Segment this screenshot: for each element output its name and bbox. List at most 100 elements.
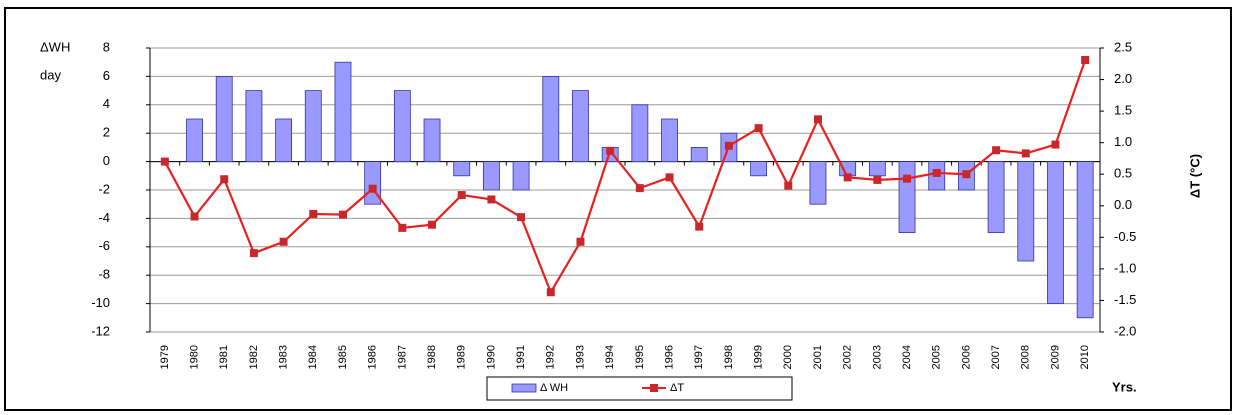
- y-tick-label: -6: [98, 238, 110, 253]
- y2-tick-label: -1.5: [1114, 292, 1136, 307]
- bar: [572, 90, 589, 162]
- bar: [304, 90, 322, 162]
- bar: [661, 118, 678, 162]
- bar: [482, 161, 500, 191]
- x-tick-label: 2010: [1079, 345, 1091, 369]
- bar: [898, 161, 916, 234]
- marker: [724, 141, 733, 150]
- marker: [843, 173, 852, 182]
- y2-tick-label: -0.5: [1114, 229, 1136, 244]
- x-tick-label: 2000: [782, 345, 794, 369]
- y2-label: ΔT (°C): [1187, 154, 1202, 198]
- marker: [546, 288, 555, 297]
- y-tick-label: 0: [103, 153, 110, 168]
- bar: [215, 76, 233, 162]
- marker: [1051, 140, 1060, 149]
- bar: [275, 118, 293, 162]
- x-label: Yrs.: [1112, 379, 1137, 394]
- x-tick-label: 2009: [1049, 345, 1061, 369]
- y2-tick-label: -2.0: [1114, 323, 1136, 338]
- marker: [576, 237, 585, 246]
- y2-tick-label: 2.0: [1114, 71, 1132, 86]
- marker: [279, 237, 288, 246]
- bar: [750, 161, 768, 177]
- bar: [512, 161, 530, 191]
- x-tick-label: 1996: [663, 345, 675, 369]
- bar: [1017, 161, 1035, 262]
- x-tick-label: 2002: [842, 345, 854, 369]
- marker: [903, 174, 912, 183]
- line: [163, 59, 1087, 295]
- y-tick-label: 6: [103, 68, 110, 83]
- y-tick-label: 4: [103, 96, 110, 111]
- y2-tick-label: 2.5: [1114, 39, 1132, 54]
- y-tick-label: -4: [98, 210, 110, 225]
- legend-swatch: [650, 384, 658, 392]
- bar: [868, 161, 886, 177]
- x-tick-label: 1994: [604, 345, 616, 369]
- bar: [423, 118, 441, 162]
- marker: [457, 191, 466, 200]
- marker: [665, 173, 674, 182]
- x-tick-label: 1985: [337, 345, 349, 369]
- marker: [813, 115, 822, 124]
- marker: [695, 222, 704, 231]
- marker: [160, 157, 169, 166]
- marker: [873, 175, 882, 184]
- bar: [690, 146, 708, 162]
- legend-label: Δ WH: [540, 382, 568, 394]
- bar: [631, 104, 649, 163]
- y2-tick-label: 0.5: [1114, 166, 1132, 181]
- marker: [784, 181, 793, 190]
- marker: [517, 213, 526, 222]
- x-tick-label: 2005: [931, 345, 943, 369]
- y2-tick-label: 0.0: [1114, 197, 1132, 212]
- x-tick-label: 2008: [1020, 345, 1032, 369]
- marker: [338, 210, 347, 219]
- x-tick-label: 1981: [218, 345, 230, 369]
- bar: [542, 76, 560, 162]
- x-tick-label: 2003: [871, 345, 883, 369]
- x-tick-label: 1986: [367, 345, 379, 369]
- y-label: day: [40, 67, 61, 82]
- marker: [932, 168, 941, 177]
- y-tick-label: -2: [98, 181, 110, 196]
- marker: [962, 170, 971, 179]
- marker: [1021, 149, 1030, 158]
- y-tick-label: -12: [91, 323, 110, 338]
- bar: [334, 61, 352, 163]
- x-tick-label: 2001: [812, 345, 824, 369]
- bar: [453, 161, 471, 177]
- y-tick-label: 8: [103, 39, 110, 54]
- x-tick-label: 1995: [634, 345, 646, 369]
- bar: [186, 118, 203, 162]
- x-tick-label: 1992: [545, 345, 557, 369]
- y-tick-label: -8: [98, 267, 110, 282]
- y2-tick-label: -1.0: [1114, 260, 1136, 275]
- x-tick-label: 1993: [574, 345, 586, 369]
- marker: [606, 146, 615, 155]
- legend-swatch: [511, 383, 537, 393]
- y-tick-label: -10: [91, 295, 110, 310]
- marker: [220, 175, 229, 184]
- x-tick-label: 1983: [278, 345, 290, 369]
- marker: [428, 220, 437, 229]
- bar: [245, 90, 263, 162]
- y2-tick-label: 1.0: [1114, 134, 1132, 149]
- x-tick-label: 1982: [248, 345, 260, 369]
- marker: [398, 223, 407, 232]
- marker: [487, 195, 496, 204]
- marker: [754, 124, 763, 133]
- bar: [809, 161, 827, 205]
- x-tick-label: 1980: [188, 345, 200, 369]
- x-tick-label: 1988: [426, 345, 438, 369]
- bar: [987, 161, 1005, 234]
- x-tick-label: 1990: [485, 345, 497, 369]
- x-tick-label: 1989: [456, 345, 468, 369]
- marker: [1081, 55, 1090, 64]
- x-tick-label: 1997: [693, 345, 705, 369]
- x-tick-label: 1998: [723, 345, 735, 369]
- legend: [486, 376, 793, 401]
- bar: [393, 90, 411, 162]
